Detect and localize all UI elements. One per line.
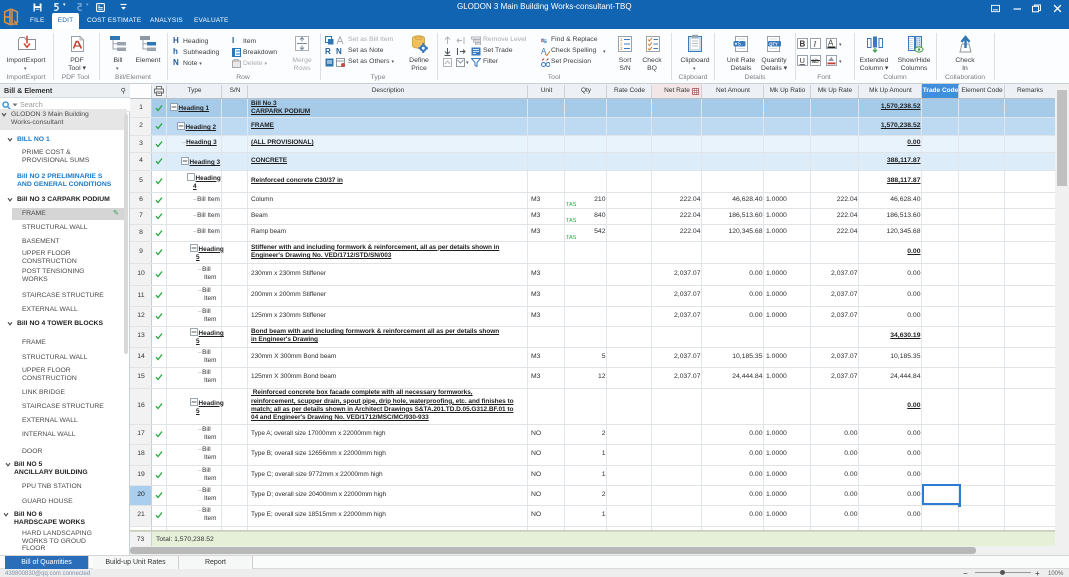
svg-text:A: A [541, 47, 547, 56]
svg-text:A: A [828, 39, 834, 48]
svg-text:1: 1 [620, 37, 623, 42]
svg-text:QTY: QTY [769, 41, 778, 46]
svg-text:↹: ↹ [541, 38, 547, 45]
svg-text:B: B [800, 40, 806, 49]
svg-text:3: 3 [620, 46, 623, 51]
svg-text:I: I [813, 40, 817, 49]
svg-text:2: 2 [620, 42, 623, 47]
svg-text:a: a [541, 38, 544, 44]
svg-text:ab: ab [812, 58, 820, 65]
svg-text:5: 5 [738, 42, 741, 48]
svg-text:U: U [800, 56, 805, 65]
